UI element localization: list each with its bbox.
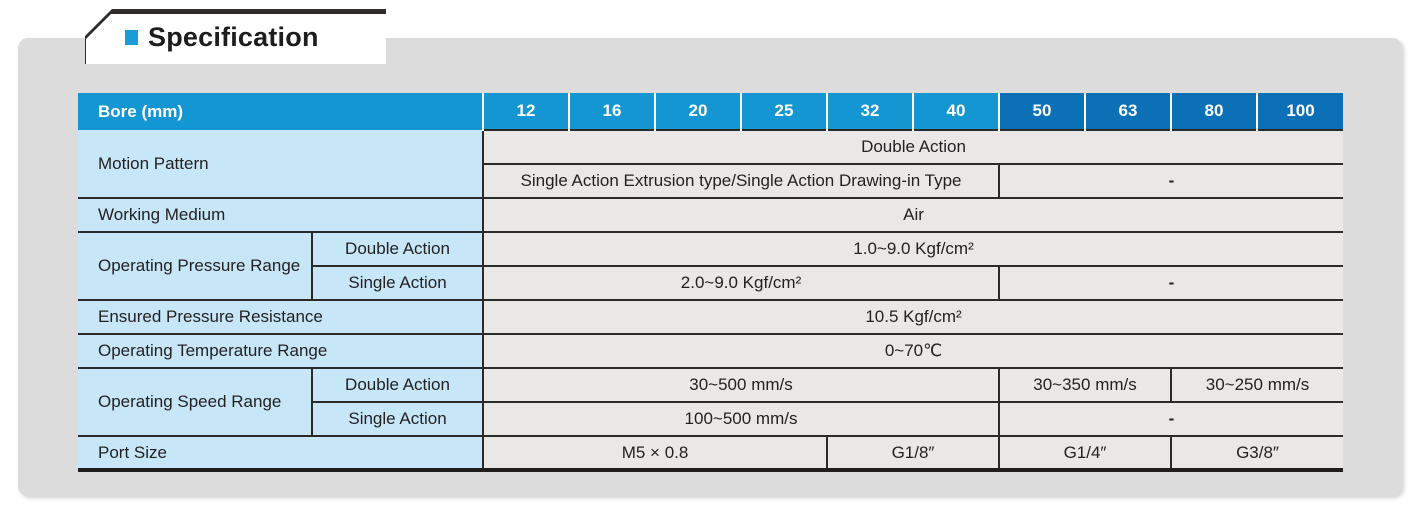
port-size-label: Port Size (78, 435, 484, 472)
bore-header-cell: Bore (mm) (78, 93, 484, 130)
bore-col-80: 80 (1170, 93, 1258, 130)
operating-pressure-double-sublabel: Double Action (310, 231, 484, 266)
row-operating-speed-single: Single Action 100~500 mm/s - (78, 401, 1344, 436)
bore-col-12: 12 (482, 93, 570, 130)
row-motion-pattern-double: Motion Pattern Double Action (78, 129, 1344, 198)
ensured-pressure-label: Ensured Pressure Resistance (78, 299, 484, 334)
operating-pressure-double-value: 1.0~9.0 Kgf/cm² (482, 231, 1344, 266)
row-operating-temperature: Operating Temperature Range 0~70℃ (78, 333, 1344, 368)
working-medium-value: Air (482, 197, 1344, 232)
row-operating-pressure-double: Operating Pressure Range Double Action 1… (78, 231, 1344, 300)
operating-speed-single-large-value: - (998, 401, 1344, 436)
ensured-pressure-value: 10.5 Kgf/cm² (482, 299, 1344, 334)
port-size-g14-value: G1/4″ (998, 435, 1172, 472)
operating-temperature-value: 0~70℃ (482, 333, 1344, 368)
operating-pressure-single-sublabel: Single Action (310, 265, 484, 300)
operating-speed-double-small-value: 30~500 mm/s (482, 367, 1000, 402)
motion-pattern-label: Motion Pattern (78, 130, 484, 198)
bore-col-63: 63 (1084, 93, 1172, 130)
row-operating-pressure-single: Single Action 2.0~9.0 Kgf/cm² - (78, 265, 1344, 300)
bore-col-100: 100 (1256, 93, 1344, 130)
motion-pattern-double-value: Double Action (482, 129, 1344, 164)
section-header-tab-face: Specification (86, 14, 386, 64)
port-size-m5-value: M5 × 0.8 (482, 435, 828, 472)
bore-col-25: 25 (740, 93, 828, 130)
operating-pressure-label: Operating Pressure Range (78, 231, 312, 300)
operating-temperature-label: Operating Temperature Range (78, 333, 484, 368)
operating-speed-single-small-value: 100~500 mm/s (482, 401, 1000, 436)
port-size-g18-value: G1/8″ (826, 435, 1000, 472)
row-ensured-pressure: Ensured Pressure Resistance 10.5 Kgf/cm² (78, 299, 1344, 334)
bore-col-40: 40 (912, 93, 1000, 130)
bore-col-16: 16 (568, 93, 656, 130)
specification-table: Bore (mm) 12 16 20 25 32 40 50 63 80 100… (78, 93, 1344, 472)
row-port-size: Port Size M5 × 0.8 G1/8″ G1/4″ G3/8″ (78, 435, 1344, 472)
bore-col-32: 32 (826, 93, 914, 130)
operating-pressure-single-value: 2.0~9.0 Kgf/cm² (482, 265, 1000, 300)
motion-pattern-single-value: Single Action Extrusion type/Single Acti… (482, 163, 1000, 198)
working-medium-label: Working Medium (78, 197, 484, 232)
operating-speed-double-mid-value: 30~350 mm/s (998, 367, 1172, 402)
bore-col-20: 20 (654, 93, 742, 130)
port-size-g38-value: G3/8″ (1170, 435, 1344, 472)
row-motion-pattern-single: Single Action Extrusion type/Single Acti… (78, 163, 1344, 198)
operating-speed-single-sublabel: Single Action (310, 401, 484, 436)
operating-speed-label: Operating Speed Range (78, 367, 312, 436)
row-operating-speed-double: Operating Speed Range Double Action 30~5… (78, 367, 1344, 436)
section-title: Specification (148, 21, 319, 52)
operating-speed-double-large-value: 30~250 mm/s (1170, 367, 1344, 402)
section-header-tab: Specification (85, 9, 386, 64)
bore-col-50: 50 (998, 93, 1086, 130)
operating-pressure-single-large-value: - (998, 265, 1344, 300)
row-working-medium: Working Medium Air (78, 197, 1344, 232)
square-bullet-icon (125, 29, 138, 45)
motion-pattern-single-large-value: - (998, 163, 1344, 198)
table-header-row: Bore (mm) 12 16 20 25 32 40 50 63 80 100 (78, 93, 1344, 130)
operating-speed-double-sublabel: Double Action (310, 367, 484, 402)
